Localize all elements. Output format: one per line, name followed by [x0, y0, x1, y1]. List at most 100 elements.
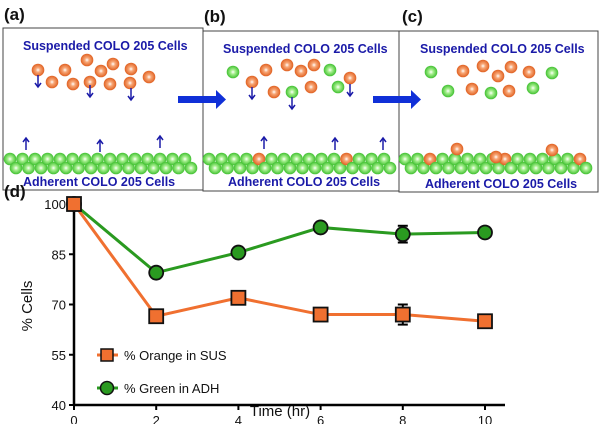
green-cell	[16, 152, 29, 166]
green-cell	[529, 161, 543, 175]
panel-c-bottom-text: Adherent COLO 205 Cells	[425, 177, 577, 191]
green-cell	[315, 152, 328, 166]
orange-cell	[124, 62, 138, 76]
green-cell	[9, 161, 23, 175]
data-point-green	[148, 264, 165, 281]
green-cell	[473, 152, 487, 166]
orange-cell	[307, 58, 321, 72]
orange-cell	[83, 75, 97, 89]
orange-cell	[142, 70, 156, 84]
orange-cell	[259, 63, 273, 77]
green-cell	[352, 152, 366, 166]
orange-cell	[66, 77, 80, 91]
orange-cell	[465, 82, 479, 96]
orange-cell	[280, 58, 294, 72]
y-tick-label: 100	[44, 197, 66, 212]
green-cell	[91, 152, 104, 166]
green-cell	[72, 161, 85, 175]
y-axis-label: % Cells	[19, 281, 36, 332]
green-cell	[271, 161, 284, 175]
green-cell	[53, 152, 67, 166]
green-cell	[283, 161, 297, 175]
green-cell	[454, 161, 468, 175]
orange-cell	[123, 76, 137, 90]
green-cell	[383, 161, 397, 175]
green-cell	[331, 80, 345, 94]
green-cell	[346, 161, 359, 175]
green-cell	[78, 152, 92, 166]
cells	[3, 53, 593, 175]
up-arrow-icon	[96, 138, 104, 145]
green-cell	[327, 152, 341, 166]
green-cell	[461, 152, 474, 166]
panel-d-label: (d)	[4, 182, 26, 201]
orange-cell	[103, 77, 117, 91]
green-cell	[240, 152, 253, 166]
orange-cell	[343, 71, 357, 85]
x-tick-label: 10	[478, 413, 492, 424]
arrow-a-to-b	[178, 90, 226, 109]
green-cell	[258, 161, 272, 175]
green-cell	[22, 161, 35, 175]
up-arrow-icon	[260, 135, 268, 142]
green-cell	[323, 63, 337, 77]
green-cell	[97, 161, 110, 175]
data-point-orange	[230, 289, 247, 306]
panel-a-top-text: Suspended COLO 205 Cells	[23, 39, 188, 53]
y-tick-label: 70	[52, 298, 66, 313]
y-tick-label: 85	[52, 247, 66, 262]
green-cell	[122, 161, 135, 175]
green-cell	[208, 161, 222, 175]
green-cell	[172, 161, 185, 175]
orange-cell	[423, 152, 437, 166]
green-cell	[153, 152, 167, 166]
green-cell	[296, 161, 309, 175]
orange-cell	[294, 64, 308, 78]
green-cell	[484, 86, 498, 100]
green-cell	[134, 161, 148, 175]
orange-cell	[450, 142, 464, 156]
up-arrow-icon	[22, 136, 30, 143]
data-point-green	[477, 224, 493, 241]
green-cell	[492, 161, 505, 175]
down-arrow-icon	[248, 94, 256, 101]
green-cell	[202, 152, 216, 166]
green-cell	[34, 161, 48, 175]
green-cell	[103, 152, 117, 166]
legend-orange-label: % Orange in SUS	[124, 348, 227, 363]
data-point-orange	[66, 196, 82, 212]
green-cell	[285, 85, 299, 99]
panel-b-label: (b)	[204, 7, 226, 26]
chart: (d) % Cells Time (hr) 0 2 4 6 8 10 40 55 70 85 100…	[4, 182, 505, 424]
green-cell	[536, 152, 549, 166]
green-cell	[448, 152, 462, 166]
orange-cell	[502, 84, 516, 98]
y-tick-label: 40	[52, 398, 66, 413]
orange-cell	[267, 85, 281, 99]
data-point-orange	[477, 313, 493, 330]
green-cell	[302, 152, 316, 166]
series-line-green	[73, 202, 486, 275]
orange-cell	[80, 53, 94, 67]
green-cell	[561, 152, 574, 166]
orange-cell	[58, 63, 72, 77]
down-arrow-icon	[288, 104, 296, 111]
green-cell	[398, 152, 412, 166]
orange-cell	[304, 80, 318, 94]
green-cell	[358, 161, 372, 175]
orange-cell	[545, 143, 559, 157]
green-cell	[436, 152, 449, 166]
green-cell	[404, 161, 418, 175]
orange-cell	[456, 64, 470, 78]
orange-cell	[476, 59, 490, 73]
green-cell	[511, 152, 524, 166]
green-cell	[417, 161, 430, 175]
orange-cell	[94, 64, 108, 78]
orange-cell	[31, 63, 45, 77]
green-cell	[290, 152, 303, 166]
x-tick-label: 6	[317, 413, 324, 424]
green-cell	[166, 152, 179, 166]
green-cell	[215, 152, 228, 166]
green-cell	[429, 161, 443, 175]
green-cell	[128, 152, 142, 166]
